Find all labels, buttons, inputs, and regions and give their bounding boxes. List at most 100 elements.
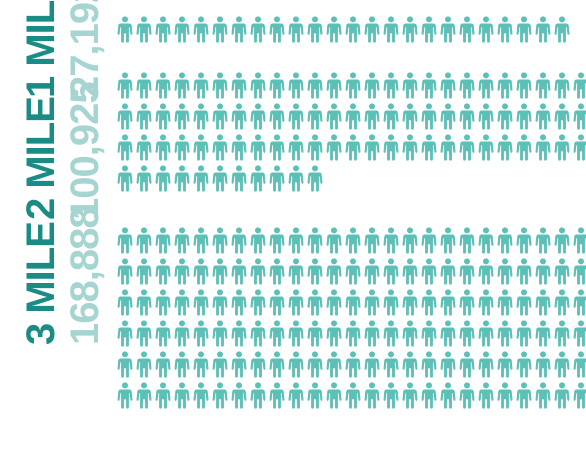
person-icon — [440, 227, 456, 254]
count-label: 100,925 — [63, 82, 107, 220]
person-icon — [478, 258, 494, 285]
person-icon — [155, 227, 171, 254]
person-icon — [212, 227, 228, 254]
row-label-1-mile: 1 MILE 27,192 — [19, 0, 107, 98]
person-icon — [155, 258, 171, 285]
person-icon — [288, 382, 304, 409]
person-icon — [421, 258, 437, 285]
person-icon — [155, 351, 171, 378]
person-icon — [535, 134, 551, 161]
person-icon — [573, 289, 586, 316]
person-icon — [497, 16, 513, 43]
person-icon — [117, 72, 133, 99]
person-icon — [383, 382, 399, 409]
person-icon — [250, 227, 266, 254]
person-icon — [117, 165, 133, 192]
person-icon — [136, 72, 152, 99]
person-icon — [136, 134, 152, 161]
person-icon — [459, 134, 475, 161]
person-icon — [459, 258, 475, 285]
person-icon — [307, 16, 323, 43]
person-icon — [516, 103, 532, 130]
distance-label: 2 MILE — [19, 97, 63, 220]
person-icon — [326, 227, 342, 254]
person-icon — [554, 382, 570, 409]
person-icon — [516, 320, 532, 347]
person-icon — [383, 320, 399, 347]
person-icon — [326, 289, 342, 316]
person-icon — [231, 258, 247, 285]
person-icon — [307, 289, 323, 316]
person-icon — [174, 351, 190, 378]
person-icon — [326, 103, 342, 130]
distance-label: 1 MILE — [19, 0, 63, 98]
person-icon — [117, 382, 133, 409]
person-icon — [516, 134, 532, 161]
person-icon — [288, 16, 304, 43]
person-icon — [136, 289, 152, 316]
person-icon — [554, 289, 570, 316]
person-icon — [307, 72, 323, 99]
person-icon — [326, 134, 342, 161]
person-icon — [478, 134, 494, 161]
person-icon — [497, 320, 513, 347]
person-icon — [193, 72, 209, 99]
person-icon — [554, 258, 570, 285]
person-icon — [174, 16, 190, 43]
person-icon — [307, 320, 323, 347]
person-icon — [193, 258, 209, 285]
person-icon — [269, 320, 285, 347]
person-icon — [364, 72, 380, 99]
person-icon — [193, 320, 209, 347]
person-icon — [155, 320, 171, 347]
person-icon — [250, 320, 266, 347]
person-icon — [402, 16, 418, 43]
person-icon — [459, 382, 475, 409]
person-icon — [402, 134, 418, 161]
person-icon — [250, 165, 266, 192]
person-icon — [174, 134, 190, 161]
person-icon — [307, 227, 323, 254]
person-icon — [364, 258, 380, 285]
person-icon — [459, 16, 475, 43]
person-icon — [269, 134, 285, 161]
person-icon — [383, 134, 399, 161]
person-icon — [497, 382, 513, 409]
person-icon — [554, 16, 570, 43]
person-icon — [231, 16, 247, 43]
person-icon — [440, 103, 456, 130]
person-icon — [364, 134, 380, 161]
person-icon — [573, 320, 586, 347]
person-icon — [269, 165, 285, 192]
person-icon — [478, 72, 494, 99]
person-icon — [535, 72, 551, 99]
person-icon — [345, 16, 361, 43]
person-icon — [364, 227, 380, 254]
person-icon — [193, 289, 209, 316]
person-icon — [402, 320, 418, 347]
person-icon — [383, 351, 399, 378]
count-label: 27,192 — [63, 0, 107, 98]
person-icon — [288, 289, 304, 316]
person-icon — [421, 134, 437, 161]
person-icon — [421, 351, 437, 378]
person-icon — [402, 258, 418, 285]
person-icon — [383, 289, 399, 316]
person-icon — [573, 134, 586, 161]
person-icon — [345, 103, 361, 130]
person-icon — [516, 351, 532, 378]
person-icon — [212, 258, 228, 285]
person-icon — [497, 72, 513, 99]
person-icon — [269, 258, 285, 285]
person-icon — [440, 258, 456, 285]
person-icon — [117, 16, 133, 43]
person-icon — [516, 16, 532, 43]
person-icon — [573, 382, 586, 409]
person-icon — [155, 134, 171, 161]
person-icon — [516, 382, 532, 409]
person-icon — [174, 320, 190, 347]
distance-label: 3 MILE — [19, 222, 63, 345]
person-icon — [193, 382, 209, 409]
person-icon — [497, 134, 513, 161]
count-label: 168,888 — [63, 207, 107, 345]
